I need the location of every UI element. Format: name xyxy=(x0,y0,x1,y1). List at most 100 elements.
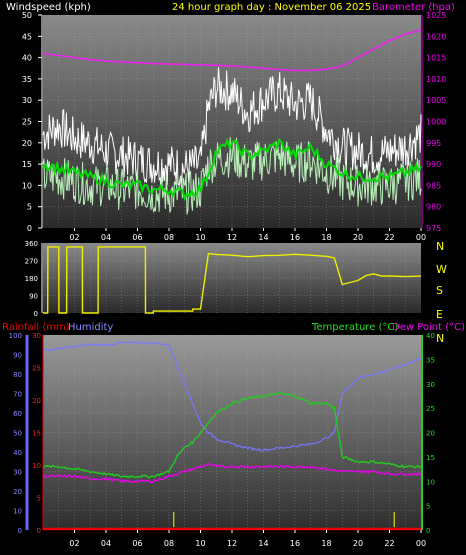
baro-y-tick: 980 xyxy=(426,203,441,212)
temp-y-tick: 10 xyxy=(426,478,435,486)
humidity-title: Humidity xyxy=(68,322,113,333)
x-tick-label: 00 xyxy=(416,539,426,548)
x-tick-label: 18 xyxy=(321,233,331,242)
x-tick-label: 00 xyxy=(416,233,426,242)
compass-label: S xyxy=(436,284,443,297)
baro-y-tick: 1015 xyxy=(426,54,446,63)
temp-y-tick: 5 xyxy=(426,503,430,511)
wind-title: Windspeed (kph) xyxy=(6,2,91,13)
direction-grid xyxy=(43,243,421,313)
baro-y-tick: 1020 xyxy=(426,32,446,41)
x-tick-label: 10 xyxy=(195,233,205,242)
direction-y-tick: 360 xyxy=(25,240,38,248)
humidity-y-tick: 20 xyxy=(13,488,22,496)
x-tick-label: 12 xyxy=(227,233,237,242)
x-tick-label: 06 xyxy=(132,233,142,242)
humidity-y-tick: 60 xyxy=(13,410,22,418)
rain-y-tick: 5 xyxy=(37,495,41,503)
wind-y-tick: 15 xyxy=(22,160,32,169)
graph-title: 24 hour graph day : November 06 2025 xyxy=(172,2,371,13)
wind-speed-line xyxy=(42,137,422,215)
humidity-y-tick: 40 xyxy=(13,449,22,457)
temperature-title: Temperature (°C) xyxy=(311,322,398,333)
humidity-y-tick: 80 xyxy=(13,371,22,379)
baro-y-tick: 985 xyxy=(426,181,441,190)
compass-label: E xyxy=(436,308,443,321)
wind-y-tick: 20 xyxy=(22,139,32,148)
rain-y-tick: 10 xyxy=(32,462,41,470)
rain-y-tick: 30 xyxy=(32,332,41,340)
x-tick-label: 08 xyxy=(164,233,174,242)
dewpoint-title: Dew Point (°C) xyxy=(392,322,465,333)
x-tick-label: 06 xyxy=(132,539,142,548)
x-tick-label: 04 xyxy=(101,539,111,548)
x-tick-label: 18 xyxy=(321,539,331,548)
direction-y-tick: 270 xyxy=(25,258,38,266)
x-tick-label: 12 xyxy=(227,539,237,548)
direction-y-tick: 180 xyxy=(25,275,38,283)
x-tick-label: 10 xyxy=(195,539,205,548)
rain-y-tick: 25 xyxy=(32,365,41,373)
baro-y-tick: 1005 xyxy=(426,96,446,105)
wind-y-tick: 30 xyxy=(22,96,32,105)
temp-y-tick: 40 xyxy=(426,332,435,340)
compass-label: N xyxy=(436,240,444,253)
baro-y-tick: 1025 xyxy=(426,11,446,20)
x-tick-label: 20 xyxy=(353,233,363,242)
x-tick-label: 04 xyxy=(101,233,111,242)
wind-y-tick: 5 xyxy=(27,203,32,212)
temp-y-tick: 0 xyxy=(426,527,430,535)
x-tick-label: 22 xyxy=(384,233,394,242)
x-tick-label: 14 xyxy=(258,539,268,548)
temp-y-tick: 20 xyxy=(426,430,435,438)
humidity-y-tick: 0 xyxy=(18,527,22,535)
humidity-y-tick: 70 xyxy=(13,391,22,399)
temp-y-tick: 15 xyxy=(426,454,435,462)
x-tick-label: 08 xyxy=(164,539,174,548)
rain-y-tick: 15 xyxy=(32,430,41,438)
baro-y-tick: 975 xyxy=(426,224,441,233)
x-tick-label: 02 xyxy=(69,233,79,242)
baro-y-tick: 990 xyxy=(426,160,441,169)
baro-y-tick: 995 xyxy=(426,139,441,148)
humidity-line xyxy=(42,341,422,452)
rain-y-tick: 0 xyxy=(37,527,41,535)
temp-y-tick: 35 xyxy=(426,356,435,364)
wind-y-tick: 45 xyxy=(22,32,32,41)
wind-y-tick: 0 xyxy=(27,224,32,233)
humidity-y-tick: 10 xyxy=(13,508,22,516)
baro-y-tick: 1010 xyxy=(426,75,446,84)
x-tick-label: 20 xyxy=(353,539,363,548)
rain-title: Rainfall (mm) xyxy=(2,322,70,333)
temp-y-tick: 30 xyxy=(426,381,435,389)
temp-grid xyxy=(43,335,421,530)
chart-marks xyxy=(42,29,422,531)
compass-label: W xyxy=(436,263,447,276)
temp-y-tick: 25 xyxy=(426,405,435,413)
humidity-y-tick: 30 xyxy=(13,469,22,477)
rain-y-tick: 20 xyxy=(32,397,41,405)
x-tick-label: 16 xyxy=(290,233,300,242)
direction-y-tick: 0 xyxy=(34,310,38,318)
direction-y-tick: 90 xyxy=(29,293,38,301)
wind-direction-line xyxy=(43,246,422,314)
humidity-y-tick: 50 xyxy=(13,430,22,438)
barometer-title: Barometer (hpa) xyxy=(372,2,455,13)
temperature-line xyxy=(42,391,422,479)
baro-y-tick: 1000 xyxy=(426,118,446,127)
humidity-y-tick: 90 xyxy=(13,352,22,360)
humidity-y-tick: 100 xyxy=(9,332,22,340)
dewpoint-line xyxy=(42,463,422,484)
x-tick-label: 22 xyxy=(384,539,394,548)
barometer-line xyxy=(42,29,422,72)
wind-y-tick: 35 xyxy=(22,75,32,84)
wind-y-tick: 50 xyxy=(22,11,32,20)
x-tick-label: 02 xyxy=(69,539,79,548)
x-tick-label: 14 xyxy=(258,233,268,242)
x-tick-label: 16 xyxy=(290,539,300,548)
wind-y-tick: 25 xyxy=(22,118,32,127)
wind-y-tick: 40 xyxy=(22,54,32,63)
wind-gust-line xyxy=(42,67,422,188)
axis-labels: 0510152025303540455097598098599099510001… xyxy=(9,11,447,548)
